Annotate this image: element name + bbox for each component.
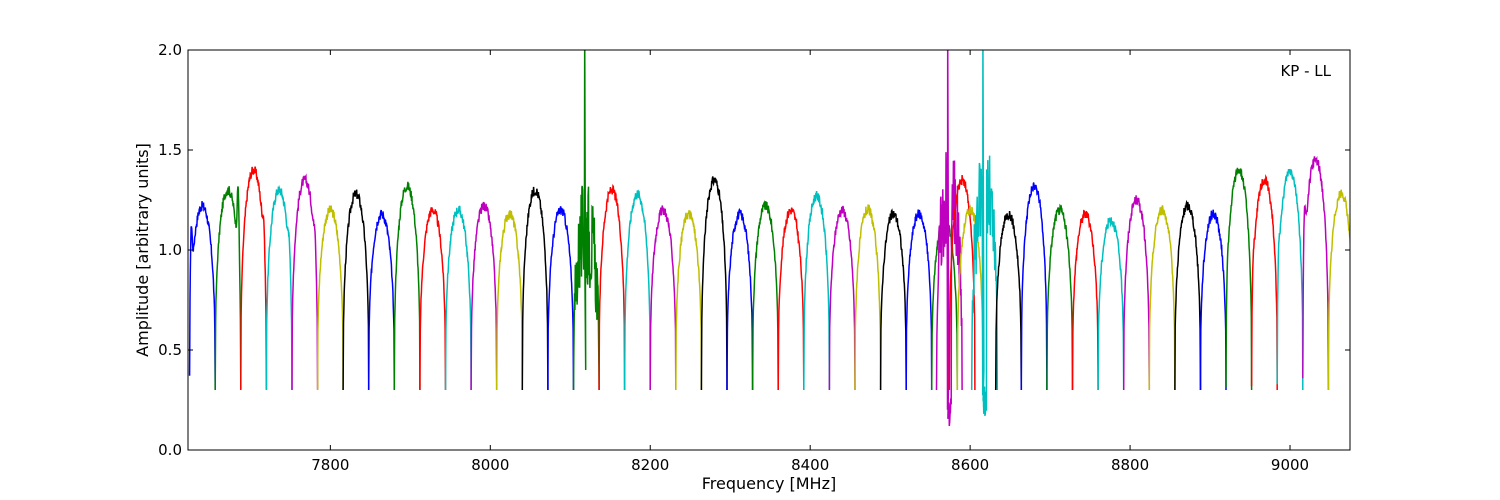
- chart-annotation: KP - LL: [1280, 62, 1331, 80]
- channel-line-35: [994, 211, 1023, 391]
- x-tick-label-8600: 8600: [951, 456, 989, 474]
- channel-line-11: [444, 205, 472, 391]
- y-tick-label-0: 0.0: [158, 441, 182, 459]
- channel-line-21: [700, 176, 728, 391]
- channel-line-27: [854, 204, 882, 391]
- channel-line-33: [956, 204, 984, 391]
- channel-line-22: [726, 207, 754, 391]
- channel-line-8: [367, 209, 396, 391]
- channel-line-1: [188, 201, 216, 391]
- channel-line-32: [948, 174, 976, 391]
- channel-line-40: [1122, 195, 1151, 391]
- channel-line-44: [1225, 167, 1253, 391]
- channel-line-26: [828, 205, 856, 391]
- channel-line-12: [470, 201, 498, 391]
- channel-line-41: [1148, 205, 1176, 391]
- x-tick-label-8400: 8400: [791, 456, 829, 474]
- channel-line-6: [316, 205, 344, 391]
- channel-line-28: [879, 208, 907, 391]
- x-tick-label-8800: 8800: [1111, 456, 1149, 474]
- channel-line-45: [1250, 174, 1278, 391]
- x-tick-label-8200: 8200: [631, 456, 669, 474]
- channel-line-29: [905, 209, 933, 391]
- channel-line-24: [777, 207, 805, 391]
- channel-line-46: [1276, 168, 1304, 391]
- channel-line-25: [803, 191, 831, 391]
- y-tick-label-4: 2.0: [158, 41, 182, 59]
- channel-line-10: [419, 207, 447, 391]
- channel-line-9: [393, 181, 421, 391]
- ticks-layer: 7800 8000 8200 8400 8600 8800 9000 0.0 0.5 1.0 1.5…: [158, 41, 1350, 474]
- y-axis-title: Amplitude [arbitrary units]: [133, 143, 152, 357]
- x-tick-label-9000: 9000: [1271, 456, 1309, 474]
- y-tick-label-2: 1.0: [158, 241, 182, 259]
- x-tick-label-8000: 8000: [471, 456, 509, 474]
- channel-line-5: [291, 173, 319, 391]
- channel-line-4: [265, 184, 293, 391]
- channel-line-2: [214, 186, 242, 391]
- channel-line-31: [935, 50, 963, 427]
- plot-frame: [187, 49, 1351, 451]
- channel-line-39: [1097, 217, 1125, 391]
- channel-line-18: [623, 189, 651, 391]
- channel-line-3: [240, 166, 268, 391]
- y-tick-label-3: 1.5: [158, 141, 182, 159]
- channel-line-23: [751, 199, 779, 391]
- channel-line-13: [495, 210, 524, 391]
- channel-line-38: [1071, 209, 1099, 391]
- channel-line-17: [598, 183, 626, 391]
- channel-line-7: [342, 189, 370, 391]
- y-tick-label-1: 0.5: [158, 341, 182, 359]
- channel-line-47: [1302, 155, 1330, 391]
- series-layer: [188, 50, 1350, 427]
- channel-line-43: [1199, 209, 1227, 391]
- channel-line-19: [649, 205, 677, 391]
- channel-line-15: [547, 206, 575, 391]
- channel-line-20: [675, 209, 703, 391]
- x-axis-title: Frequency [MHz]: [702, 474, 836, 493]
- channel-line-16: [572, 50, 600, 391]
- plot-area: [188, 50, 1350, 450]
- x-tick-label-7800: 7800: [311, 456, 349, 474]
- channel-line-36: [1020, 182, 1048, 391]
- channel-line-34: [970, 50, 999, 417]
- channel-line-37: [1046, 203, 1074, 391]
- channel-line-42: [1174, 199, 1202, 391]
- channel-line-14: [521, 186, 549, 391]
